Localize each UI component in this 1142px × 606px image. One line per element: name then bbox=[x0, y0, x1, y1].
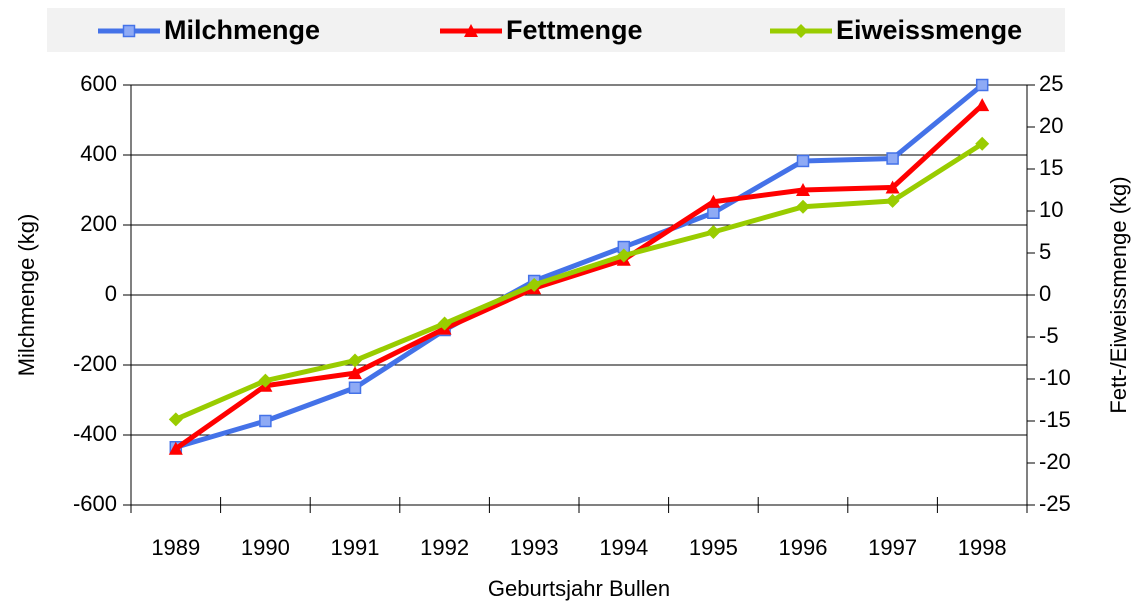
marker bbox=[348, 381, 362, 394]
legend-marker bbox=[122, 24, 136, 38]
x-tick-label: 1992 bbox=[420, 535, 469, 560]
legend-label: Fettmenge bbox=[506, 15, 643, 45]
series-line bbox=[175, 83, 984, 450]
y2-tick-label: 15 bbox=[1039, 155, 1063, 180]
marker bbox=[975, 136, 990, 151]
marker bbox=[796, 199, 810, 214]
y-tick-label: 200 bbox=[80, 211, 117, 236]
legend-marker bbox=[794, 24, 808, 38]
x-tick-label: 1991 bbox=[331, 535, 380, 560]
series-line bbox=[174, 141, 984, 422]
y2-tick-label: -10 bbox=[1039, 365, 1071, 390]
x-axis-title: Geburtsjahr Bullen bbox=[488, 576, 670, 601]
y2-tick-label: 5 bbox=[1039, 239, 1051, 264]
legend-background bbox=[47, 8, 1065, 52]
y-tick-label: -200 bbox=[73, 351, 117, 376]
series-line bbox=[174, 103, 984, 451]
marker bbox=[796, 154, 810, 168]
y2-axis-title: Fett-/Eiweissmenge (kg) bbox=[1106, 176, 1131, 413]
marker bbox=[527, 277, 542, 292]
marker bbox=[796, 183, 810, 196]
x-tick-label: 1995 bbox=[689, 535, 738, 560]
x-tick-label: 1993 bbox=[510, 535, 559, 560]
marker bbox=[975, 78, 989, 92]
x-tick-label: 1994 bbox=[599, 535, 648, 560]
x-tick-label: 1996 bbox=[779, 535, 828, 560]
x-tick-label: 1989 bbox=[151, 535, 200, 560]
y2-tick-label: 25 bbox=[1039, 71, 1063, 96]
legend-label: Eiweissmenge bbox=[836, 15, 1022, 45]
marker bbox=[348, 366, 362, 380]
legend-marker bbox=[464, 24, 478, 37]
marker bbox=[886, 152, 899, 165]
legend: Milchmenge Fettmenge Eiweissmenge bbox=[98, 15, 1022, 45]
marker bbox=[616, 248, 631, 263]
y2-tick-label: -20 bbox=[1039, 449, 1071, 474]
y-tick-label: -400 bbox=[73, 421, 117, 446]
y-axis-title: Milchmenge (kg) bbox=[14, 214, 39, 377]
y2-tick-label: 10 bbox=[1039, 197, 1063, 222]
marker bbox=[706, 225, 721, 239]
marker bbox=[258, 373, 273, 388]
y2-tick-label: 20 bbox=[1039, 113, 1063, 138]
marker bbox=[168, 441, 183, 455]
marker bbox=[885, 193, 900, 208]
y-tick-label: 600 bbox=[80, 71, 117, 96]
y2-tick-label: -25 bbox=[1039, 491, 1071, 516]
marker bbox=[885, 180, 900, 194]
y-tick-label: 400 bbox=[80, 141, 117, 166]
marker bbox=[348, 353, 362, 368]
marker bbox=[706, 194, 721, 208]
y-tick-label: -600 bbox=[73, 491, 117, 516]
y2-tick-label: -5 bbox=[1039, 323, 1059, 348]
marker bbox=[437, 316, 452, 331]
x-tick-label: 1997 bbox=[868, 535, 917, 560]
y2-tick-label: -15 bbox=[1039, 407, 1071, 432]
marker bbox=[975, 98, 990, 112]
y-tick-label: 0 bbox=[105, 281, 117, 306]
y2-tick-label: 0 bbox=[1039, 281, 1051, 306]
marker bbox=[168, 412, 183, 427]
x-tick-label: 1998 bbox=[958, 535, 1007, 560]
marker bbox=[707, 206, 720, 219]
legend-label: Milchmenge bbox=[164, 15, 320, 45]
marker bbox=[259, 414, 272, 428]
x-tick-label: 1990 bbox=[241, 535, 290, 560]
